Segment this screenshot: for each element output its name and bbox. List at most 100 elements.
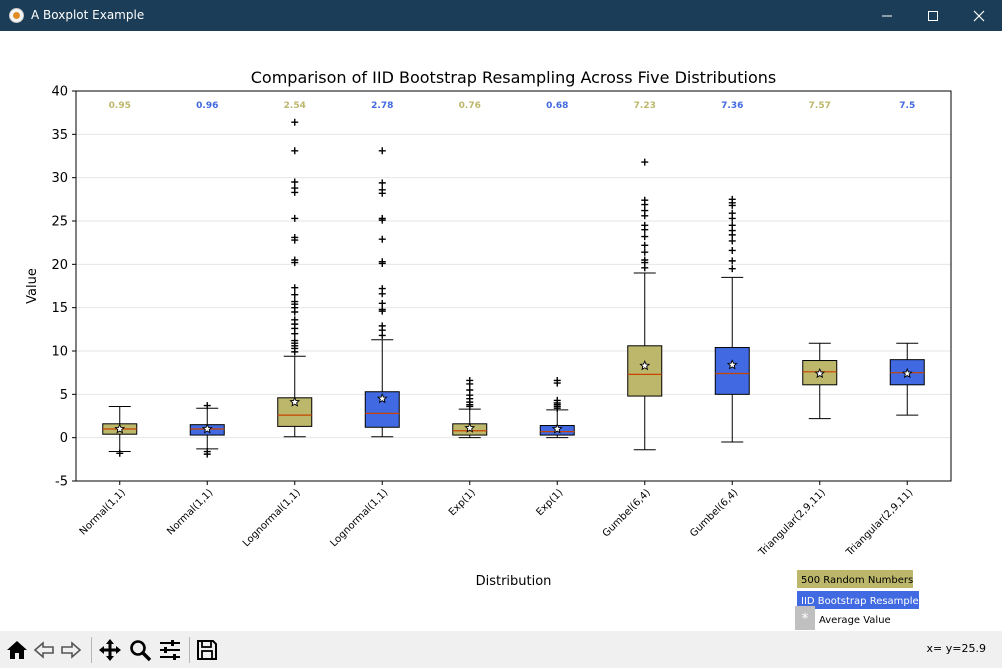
top-value-label: 0.76 bbox=[459, 101, 481, 111]
legend-label-mean: Average Value bbox=[819, 615, 891, 626]
mean-marker bbox=[201, 423, 213, 434]
close-button[interactable] bbox=[956, 0, 1002, 31]
y-tick-label: 30 bbox=[51, 171, 68, 186]
app-icon bbox=[9, 8, 24, 23]
legend-swatch-random bbox=[797, 570, 913, 588]
outlier-point bbox=[378, 290, 386, 298]
top-value-label: 0.68 bbox=[546, 101, 568, 111]
outlier-point bbox=[378, 331, 386, 339]
back-button[interactable] bbox=[31, 637, 57, 663]
save-button[interactable] bbox=[194, 637, 220, 663]
back-icon bbox=[33, 641, 54, 659]
y-tick-label: 5 bbox=[60, 388, 68, 403]
outlier-point bbox=[378, 147, 386, 155]
outlier-point bbox=[466, 402, 474, 410]
legend-mean-marker: * bbox=[802, 611, 809, 627]
zoom-button[interactable] bbox=[127, 637, 153, 663]
outlier-point bbox=[203, 402, 211, 410]
outlier-point bbox=[378, 259, 386, 267]
figure-canvas[interactable]: Comparison of IID Bootstrap Resampling A… bbox=[0, 31, 1002, 631]
outlier-point bbox=[641, 233, 649, 241]
mean-marker bbox=[551, 423, 563, 434]
outlier-point bbox=[641, 248, 649, 256]
top-value-label: 2.54 bbox=[284, 101, 306, 111]
outlier-point bbox=[378, 299, 386, 307]
navigation-toolbar: x= y=25.9 bbox=[0, 631, 1002, 668]
outlier-point bbox=[291, 348, 299, 356]
outlier-point bbox=[378, 307, 386, 315]
boxplot-chart: Comparison of IID Bootstrap Resampling A… bbox=[25, 68, 952, 630]
outlier-point bbox=[291, 330, 299, 338]
pan-button[interactable] bbox=[97, 637, 123, 663]
configure-icon bbox=[160, 640, 180, 660]
outlier-point bbox=[466, 380, 474, 388]
minimize-icon bbox=[882, 15, 892, 17]
home-button[interactable] bbox=[4, 637, 30, 663]
outlier-point bbox=[378, 189, 386, 197]
window-titlebar: A Boxplot Example bbox=[0, 0, 1002, 31]
x-tick-label: Gumbel(6,4) bbox=[688, 487, 740, 539]
mean-marker bbox=[376, 392, 388, 404]
mean-marker bbox=[901, 367, 913, 379]
outlier-point bbox=[291, 214, 299, 222]
outlier-point bbox=[641, 241, 649, 249]
y-tick-label: 35 bbox=[51, 128, 68, 143]
zoom-icon bbox=[130, 640, 152, 662]
mean-marker bbox=[114, 423, 126, 434]
x-tick-label: Triangular(2,9,11) bbox=[756, 487, 828, 559]
y-tick-label: 25 bbox=[51, 215, 68, 230]
outlier-point bbox=[641, 264, 649, 272]
legend-swatch-bootstrap bbox=[797, 591, 919, 609]
cursor-coordinates: x= y=25.9 bbox=[926, 642, 986, 655]
outlier-point bbox=[728, 214, 736, 222]
top-value-label: 0.95 bbox=[109, 101, 131, 111]
y-tick-label: 20 bbox=[51, 258, 68, 273]
maximize-icon bbox=[928, 11, 938, 21]
y-axis-label: Value bbox=[25, 268, 40, 304]
y-tick-label: 0 bbox=[60, 431, 68, 446]
legend-label-random: 500 Random Numbers bbox=[801, 575, 913, 586]
outlier-point bbox=[728, 231, 736, 239]
x-tick-label: Lognormal(1,1) bbox=[328, 487, 390, 549]
outlier-point bbox=[641, 226, 649, 234]
outlier-point bbox=[378, 235, 386, 243]
outlier-point bbox=[291, 291, 299, 299]
mean-marker bbox=[814, 367, 826, 379]
box bbox=[627, 345, 663, 397]
pan-icon bbox=[99, 639, 121, 661]
minimize-button[interactable] bbox=[864, 0, 910, 31]
toolbar-separator bbox=[189, 637, 190, 663]
window-title: A Boxplot Example bbox=[31, 8, 145, 22]
outlier-point bbox=[641, 201, 649, 209]
box bbox=[714, 347, 750, 395]
mean-marker bbox=[464, 422, 476, 433]
legend-swatch-mean bbox=[795, 606, 815, 630]
x-axis-label: Distribution bbox=[476, 574, 552, 589]
y-tick-label: 10 bbox=[51, 345, 68, 360]
forward-button[interactable] bbox=[58, 637, 84, 663]
mean-marker bbox=[289, 396, 301, 407]
y-tick-label: 15 bbox=[51, 301, 68, 316]
save-icon bbox=[197, 640, 217, 660]
home-icon bbox=[7, 641, 27, 659]
top-value-label: 7.5 bbox=[899, 101, 915, 111]
outlier-point bbox=[641, 212, 649, 220]
maximize-button[interactable] bbox=[910, 0, 956, 31]
outlier-point bbox=[378, 179, 386, 187]
x-tick-label: Gumbel(6,4) bbox=[601, 487, 653, 539]
outlier-point bbox=[728, 257, 736, 265]
outlier-point bbox=[728, 246, 736, 254]
forward-icon bbox=[61, 641, 82, 659]
outlier-point bbox=[553, 404, 561, 412]
mean-marker bbox=[726, 359, 738, 370]
outlier-point bbox=[291, 284, 299, 292]
outlier-point bbox=[291, 147, 299, 155]
outlier-point bbox=[291, 118, 299, 126]
outlier-point bbox=[378, 216, 386, 224]
outlier-point bbox=[641, 158, 649, 166]
close-icon bbox=[973, 10, 985, 22]
configure-button[interactable] bbox=[157, 637, 183, 663]
outlier-point bbox=[291, 259, 299, 267]
outlier-point bbox=[291, 308, 299, 316]
outlier-point bbox=[291, 188, 299, 196]
